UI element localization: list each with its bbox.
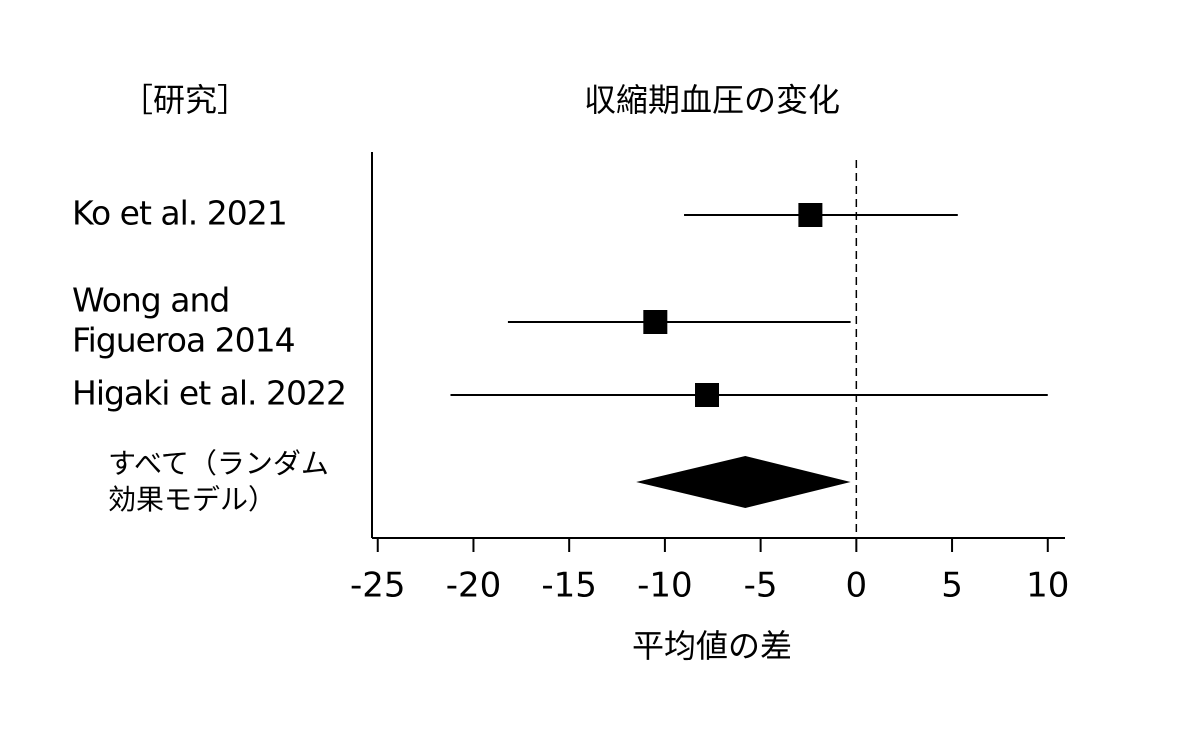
pooled-label: 効果モデル） [108, 483, 276, 516]
study-label: Ko et al. 2021 [72, 194, 287, 233]
study-label: Higaki et al. 2022 [72, 374, 346, 413]
chart-title: 収縮期血圧の変化 [584, 81, 840, 119]
pooled-diamond [636, 456, 851, 508]
x-tick-label: 0 [846, 566, 868, 606]
study-label: Figueroa 2014 [72, 321, 295, 360]
point-estimate [798, 203, 823, 227]
x-tick-label: -15 [541, 566, 597, 606]
pooled-label: すべて（ランダム [108, 447, 329, 480]
x-tick-label: -20 [446, 566, 502, 606]
x-tick-label: -25 [350, 566, 406, 606]
study-label: Wong and [72, 281, 229, 320]
point-estimate [643, 310, 668, 334]
column-header: ［研究］ [121, 81, 249, 119]
x-axis-label: 平均値の差 [632, 627, 792, 665]
point-estimate [695, 383, 720, 407]
x-tick-label: -5 [744, 566, 778, 606]
x-tick-label: 5 [941, 566, 963, 606]
x-tick-label: 10 [1026, 566, 1069, 606]
x-tick-label: -10 [637, 566, 693, 606]
